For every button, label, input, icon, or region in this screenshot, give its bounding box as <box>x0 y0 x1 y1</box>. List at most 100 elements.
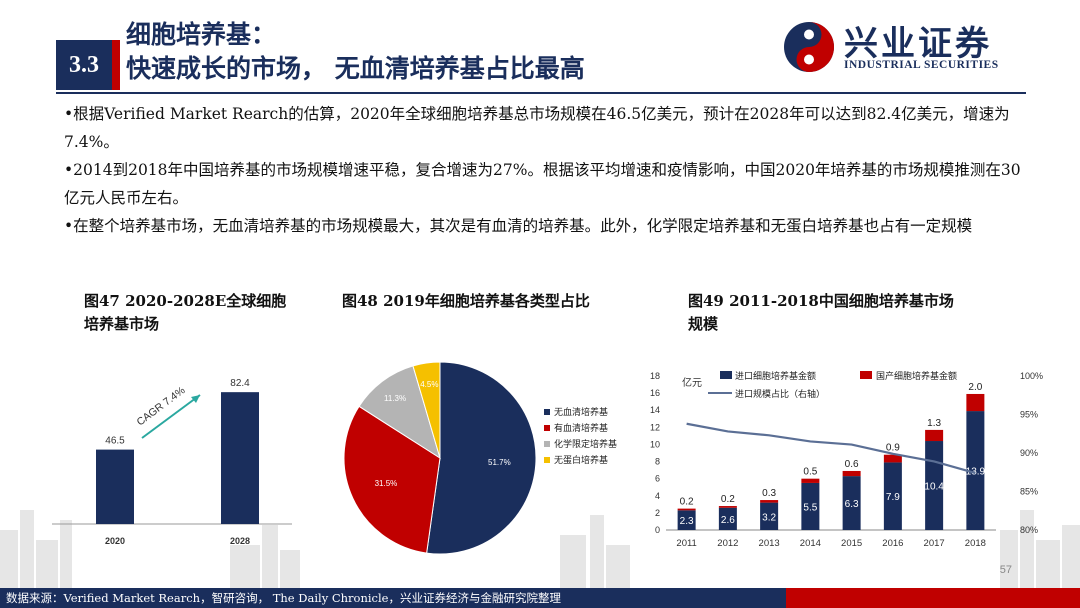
footer: 数据来源：Verified Market Rearch，智研咨询， The Da… <box>0 588 1080 608</box>
x-tick-label: 2016 <box>882 538 903 549</box>
caption-line: 图49 2011-2018中国细胞培养基市场 <box>688 292 954 310</box>
bullet-item: •2014到2018年中国培养基的市场规模增速平稳，复合增速为27%。根据该平均… <box>64 161 1021 207</box>
x-tick-label: 2011 <box>676 538 696 549</box>
slice-label: 51.7% <box>488 458 511 467</box>
legend-swatch <box>544 425 550 431</box>
bar-import <box>966 411 985 530</box>
skyline-background <box>0 510 1080 590</box>
global-market-bar-chart: 46.5 2020 82.4 2028 CAGR 7.4% <box>52 378 292 546</box>
y2-tick-label: 80% <box>1020 525 1038 535</box>
bullet-item: •在整个培养基市场，无血清培养基的市场规模最大，其次是有血清的培养基。此外，化学… <box>64 217 973 235</box>
x-tick-label: 2015 <box>841 538 862 549</box>
cagr-arrow <box>141 394 201 439</box>
data-label-import: 5.5 <box>803 502 817 513</box>
figure-48-caption: 图48 2019年细胞培养基各类型占比 <box>342 292 590 310</box>
legend-swatch <box>544 441 550 447</box>
caption-line: 规模 <box>688 315 719 333</box>
legend-label: 国产细胞培养基金额 <box>876 370 957 381</box>
data-label: 82.4 <box>230 378 250 389</box>
figure-47-caption: 图47 2020-2028E全球细胞 培养基市场 <box>84 290 286 336</box>
legend-label: 进口规模占比（右轴） <box>735 388 825 399</box>
header-divider <box>56 92 1026 94</box>
legend-swatch <box>544 457 550 463</box>
logo-english-text: INDUSTRIAL SECURITIES <box>844 59 999 71</box>
cagr-annotation: CAGR 7.4% <box>135 384 188 428</box>
y2-tick-label: 95% <box>1020 410 1038 420</box>
y-tick-label: 18 <box>650 371 660 381</box>
data-label-domestic: 0.6 <box>845 459 859 470</box>
bar-import <box>801 482 820 530</box>
data-label-import: 2.3 <box>680 516 694 527</box>
bullet-item: •根据Verified Market Rearch的估算，2020年全球细胞培养… <box>64 105 1010 151</box>
logo-mark-icon <box>784 22 834 72</box>
y-tick-label: 6 <box>655 474 660 484</box>
data-label-domestic: 0.2 <box>721 494 735 505</box>
data-label-domestic: 1.3 <box>927 418 941 429</box>
data-label-domestic: 0.9 <box>886 443 900 454</box>
pie-slice <box>358 365 441 460</box>
cagr-arrow-head <box>191 395 200 403</box>
footer-source: 数据来源：Verified Market Rearch，智研咨询， The Da… <box>0 588 786 608</box>
medium-type-pie-chart: 51.7% 31.5% 11.3% 4.5% 无血清培养基有血清培养基化学限定培养基无蛋… <box>343 361 617 555</box>
x-tick-label: 2014 <box>800 538 821 549</box>
slice-label: 4.5% <box>420 380 438 389</box>
bullet-list: •根据Verified Market Rearch的估算，2020年全球细胞培养… <box>64 100 1024 240</box>
legend-label: 化学限定培养基 <box>554 438 617 449</box>
legend-swatch <box>720 371 732 379</box>
section-accent-bar <box>112 40 120 90</box>
x-tick-label: 2017 <box>924 538 945 549</box>
data-label-import: 7.9 <box>886 492 900 503</box>
line-import-share <box>686 422 976 475</box>
bar-import <box>718 507 737 530</box>
y-tick-label: 14 <box>650 405 660 415</box>
data-label-domestic: 0.5 <box>803 467 817 478</box>
page-title: 细胞培养基： 快速成长的市场， 无血清培养基占比最高 <box>126 18 585 86</box>
bar-domestic <box>718 506 737 508</box>
data-label-domestic: 2.0 <box>968 382 982 393</box>
footer-accent <box>786 588 1080 608</box>
china-market-combo-chart: 0 2 4 6 8 10 12 14 16 18 80% 85% 90% 95% 100% 亿元 2.3 0.2 2… <box>650 370 1043 549</box>
bar-domestic <box>966 393 985 412</box>
pie-slice <box>426 361 537 555</box>
x-tick-label: 2012 <box>717 538 738 549</box>
logo-chinese-text: 兴业证券 <box>844 24 992 64</box>
legend-label: 有血清培养基 <box>554 422 608 433</box>
title-line-2: 快速成长的市场， 无血清培养基占比最高 <box>126 54 585 83</box>
legend-label: 无血清培养基 <box>554 406 608 417</box>
y2-tick-label: 100% <box>1020 371 1043 381</box>
legend-label: 无蛋白培养基 <box>554 454 608 465</box>
bar-domestic <box>760 500 779 503</box>
pie-slice <box>412 361 441 459</box>
y-tick-label: 4 <box>655 491 660 501</box>
y-axis-unit: 亿元 <box>682 376 702 389</box>
tick-label: 2028 <box>230 536 250 546</box>
title-line-1: 细胞培养基： <box>126 20 277 49</box>
bar-import <box>677 510 696 530</box>
data-label-import: 2.6 <box>721 515 735 526</box>
slice-label: 31.5% <box>375 479 398 488</box>
y-tick-label: 16 <box>650 388 660 398</box>
bar-domestic <box>677 508 696 511</box>
y2-tick-label: 85% <box>1020 487 1038 497</box>
x-tick-label: 2018 <box>965 538 986 549</box>
data-label-domestic: 0.3 <box>762 488 776 499</box>
y-tick-label: 0 <box>655 525 660 535</box>
bar-import <box>842 476 861 530</box>
bar <box>221 392 259 524</box>
bar <box>96 449 134 524</box>
bar-domestic <box>883 454 902 463</box>
data-label-import: 10.4 <box>924 482 944 493</box>
bar-import <box>883 462 902 530</box>
legend-label: 进口细胞培养基金额 <box>735 370 816 381</box>
page-number: 57 <box>999 564 1012 576</box>
caption-line: 培养基市场 <box>84 315 160 333</box>
bar-domestic <box>925 429 944 442</box>
brand-logo: 兴业证券 INDUSTRIAL SECURITIES <box>782 14 1022 76</box>
caption-line: 图47 2020-2028E全球细胞 <box>84 292 287 310</box>
data-label: 46.5 <box>105 436 125 447</box>
figure-49-caption: 图49 2011-2018中国细胞培养基市场 规模 <box>688 290 954 336</box>
data-label-import: 3.2 <box>762 512 776 523</box>
y-tick-label: 12 <box>650 422 660 432</box>
tick-label: 2020 <box>105 536 125 546</box>
data-label-domestic: 0.2 <box>680 497 694 508</box>
